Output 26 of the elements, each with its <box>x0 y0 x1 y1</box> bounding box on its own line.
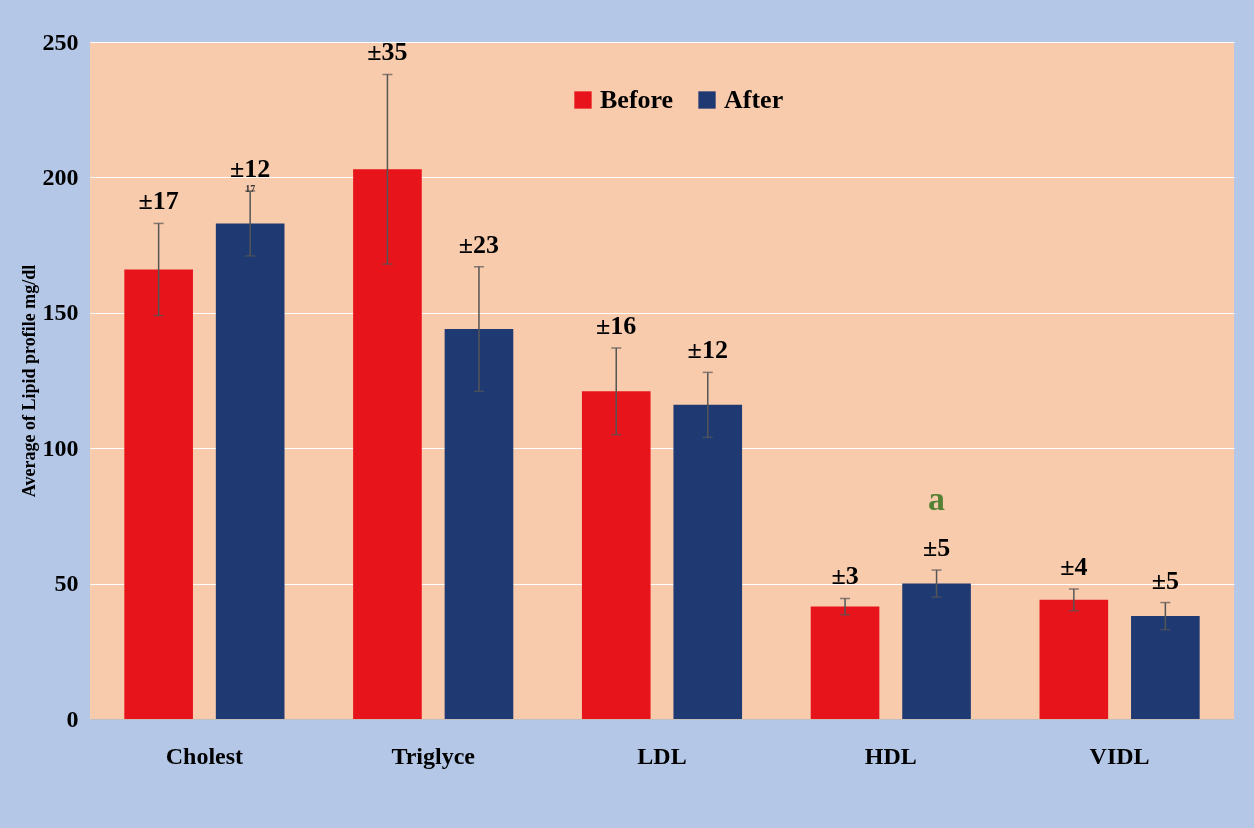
y-axis-title: Average of Lipid profile mg/dl <box>18 264 39 498</box>
annotation: ±5 <box>922 533 951 563</box>
x-tick-label: Triglyce <box>391 742 476 769</box>
y-tick-label: 50 <box>54 570 79 597</box>
annotation: ±5 <box>1151 565 1179 595</box>
annotation: a <box>928 480 946 518</box>
legend-label: After <box>724 85 784 114</box>
annotation: 17 <box>245 182 256 194</box>
x-tick-label: LDL <box>637 742 687 769</box>
y-tick-label: 200 <box>42 163 79 190</box>
annotation: ±12 <box>230 153 271 183</box>
x-tick-label: VIDL <box>1089 742 1150 769</box>
annotation: ±4 <box>1060 552 1088 582</box>
annotation: ±35 <box>367 37 408 67</box>
y-tick-label: 150 <box>42 299 79 326</box>
legend-label: Before <box>600 85 674 114</box>
annotation: ±17 <box>138 186 179 216</box>
y-tick-label: 100 <box>42 434 79 461</box>
y-tick-label: 0 <box>66 705 79 732</box>
annotation: ±23 <box>458 229 500 259</box>
x-tick-label: HDL <box>864 742 917 769</box>
annotation: ±12 <box>687 335 728 365</box>
annotation: ±3 <box>831 561 859 591</box>
annotation: ±16 <box>596 311 637 340</box>
x-tick-label: Cholest <box>165 742 244 769</box>
y-tick-label: 250 <box>42 28 79 55</box>
